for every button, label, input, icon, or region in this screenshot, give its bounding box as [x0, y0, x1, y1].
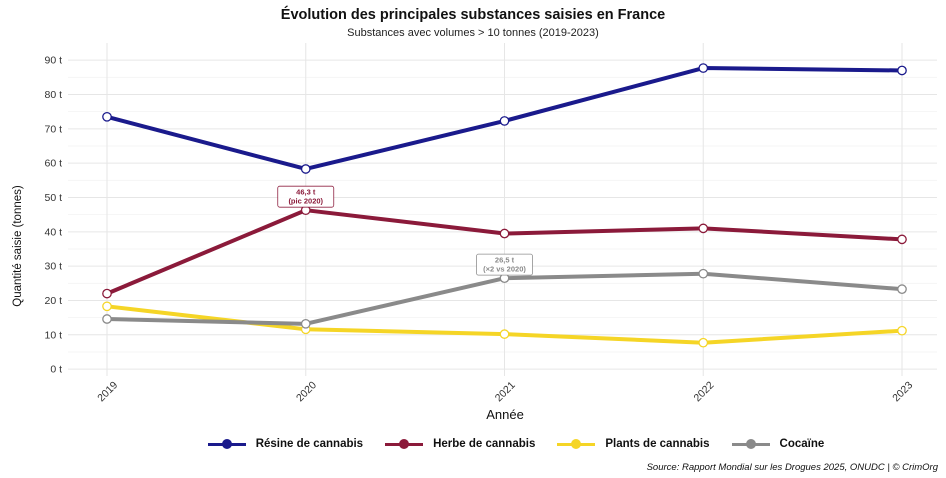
data-point: [897, 65, 907, 76]
y-axis-label-container: Quantité saisie (tonnes): [4, 150, 26, 350]
x-tick-label: 2021: [493, 379, 518, 404]
annotation-value: 46,3 t: [296, 188, 316, 197]
legend-label: Herbe de cannabis: [433, 438, 536, 450]
data-point: [102, 314, 112, 324]
data-point: [698, 268, 709, 279]
legend-item: Plants de cannabis: [557, 438, 710, 450]
annotation-note: (pic 2020): [288, 197, 323, 206]
y-tick-label: 90 t: [44, 55, 62, 67]
data-point: [897, 284, 907, 294]
y-tick-label: 70 t: [44, 123, 62, 135]
legend-key: [385, 438, 424, 450]
y-tick-label: 20 t: [44, 295, 62, 307]
annotation-box: [277, 185, 335, 208]
y-tick-label: 30 t: [44, 261, 62, 273]
legend-key: [731, 438, 770, 450]
x-tick-label: 2019: [95, 379, 120, 404]
legend-key: [557, 438, 596, 450]
y-tick-label: 10 t: [44, 329, 62, 341]
legend-key-dot: [399, 439, 410, 449]
data-point: [300, 164, 311, 174]
source-note: Source: Rapport Mondial sur les Drogues …: [646, 462, 938, 473]
data-point: [698, 337, 709, 348]
data-point: [300, 318, 311, 329]
data-point: [499, 116, 510, 126]
legend-item: Herbe de cannabis: [385, 438, 535, 450]
x-axis-label: Année: [486, 407, 524, 422]
legend-item: Résine de cannabis: [207, 438, 364, 450]
legend-key: [207, 438, 246, 450]
chart-title: Évolution des principales substances sai…: [280, 7, 666, 23]
legend-label: Cocaïne: [779, 438, 825, 450]
annotation-note: (×2 vs 2020): [483, 265, 526, 274]
legend: Résine de cannabis Herbe de cannabis Plant…: [0, 438, 946, 450]
y-tick-label: 50 t: [44, 192, 62, 204]
data-point: [102, 111, 112, 122]
legend-label: Plants de cannabis: [605, 438, 710, 450]
data-point: [698, 223, 709, 234]
x-tick-label: 2020: [294, 379, 319, 404]
data-point: [102, 288, 112, 299]
y-axis-label: Quantité saisie (tonnes): [12, 185, 24, 307]
legend-key-dot: [221, 439, 232, 449]
y-tick-label: 40 t: [44, 226, 62, 238]
data-point: [102, 301, 112, 312]
chart-subtitle: Substances avec volumes > 10 tonnes (201…: [347, 27, 599, 39]
legend-key-dot: [571, 439, 582, 449]
annotation-box: [476, 253, 533, 276]
legend-item: Cocaïne: [731, 438, 825, 450]
annotation-value: 26,5 t: [495, 256, 515, 265]
x-tick-label: 2022: [691, 379, 716, 404]
data-point: [499, 228, 510, 239]
y-tick-label: 80 t: [44, 89, 62, 101]
legend-label: Résine de cannabis: [255, 438, 364, 450]
y-tick-label: 60 t: [44, 158, 62, 170]
data-point: [897, 325, 907, 336]
x-tick-label: 2023: [890, 379, 915, 404]
data-point: [897, 234, 907, 245]
legend-key-dot: [745, 439, 756, 449]
y-tick-label: 0 t: [50, 364, 62, 376]
data-point: [499, 329, 510, 339]
data-point: [698, 63, 709, 73]
